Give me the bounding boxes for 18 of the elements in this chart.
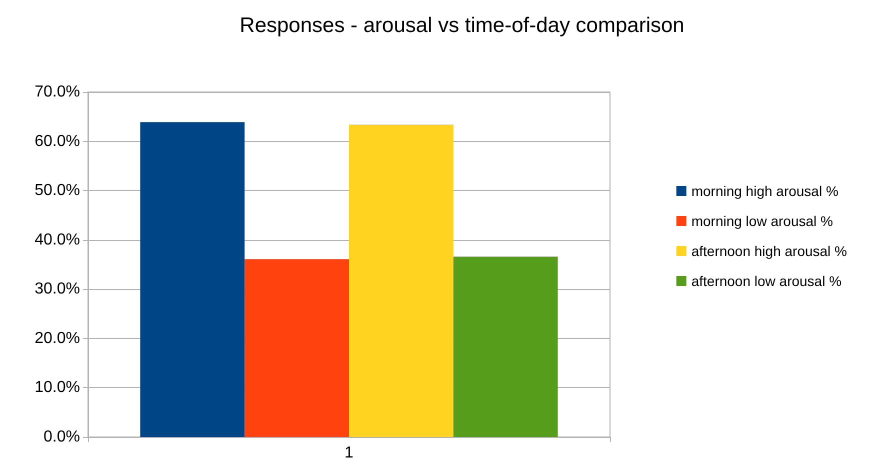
y-tick-label: 20.0% <box>34 330 80 347</box>
bar <box>349 124 454 437</box>
y-tick-label: 70.0% <box>34 84 80 100</box>
y-tick-label: 60.0% <box>34 132 80 150</box>
bar <box>453 256 558 437</box>
legend-label: morning high arousal % <box>691 183 838 199</box>
y-tick-label: 10.0% <box>34 379 80 396</box>
bar <box>244 259 349 437</box>
chart-title: Responses - arousal vs time-of-day comparison <box>240 14 684 37</box>
legend-label: afternoon high arousal % <box>691 243 848 259</box>
y-tick-label: 50.0% <box>34 182 80 200</box>
legend-label: morning low arousal % <box>691 213 833 229</box>
y-tick-label: 0.0% <box>44 428 80 446</box>
x-tick-label: 1 <box>344 444 354 462</box>
y-tick-label: 30.0% <box>34 280 80 298</box>
y-tick-label: 40.0% <box>34 231 80 248</box>
bar <box>140 122 245 437</box>
legend-label: afternoon low arousal % <box>691 273 842 289</box>
